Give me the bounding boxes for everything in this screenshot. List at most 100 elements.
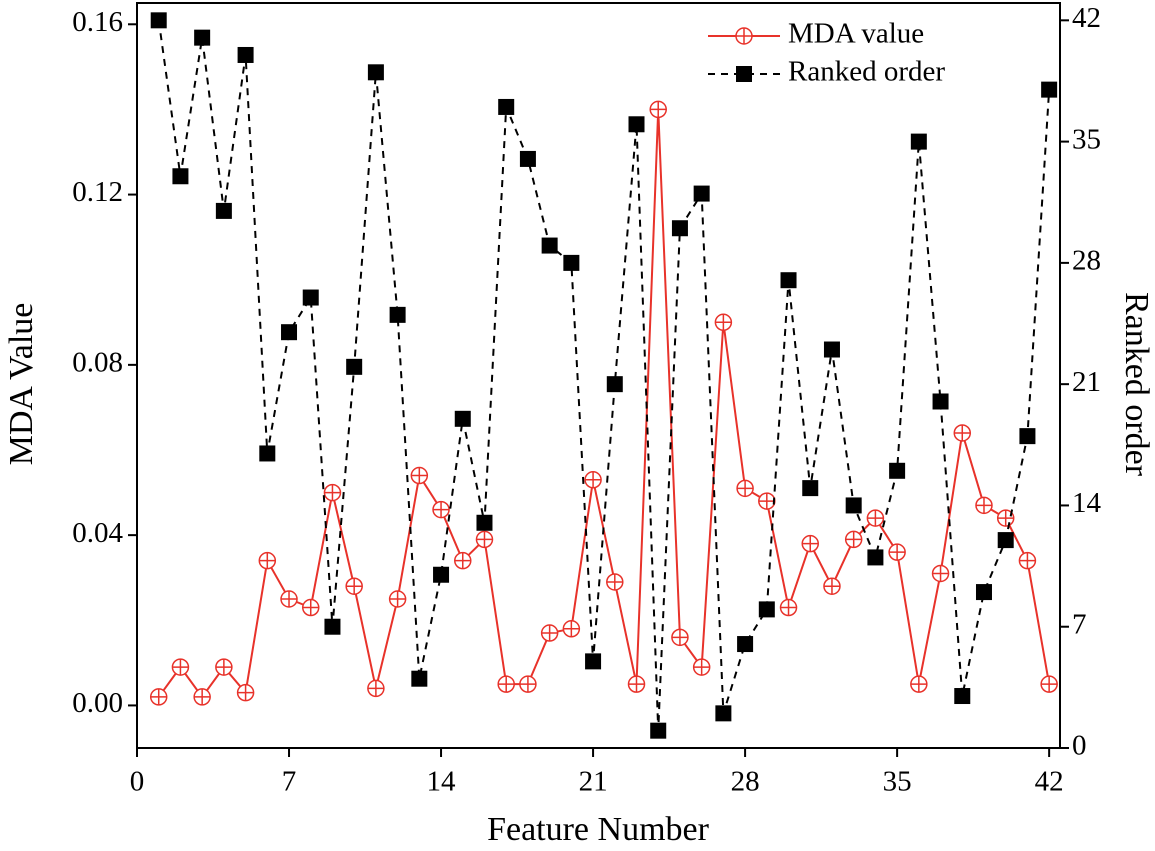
- x-tick-label: 21: [579, 766, 608, 798]
- marker: [910, 675, 928, 693]
- marker: [433, 566, 450, 583]
- marker-cross: [997, 510, 1014, 527]
- marker-cross: [563, 620, 580, 637]
- marker: [562, 620, 581, 638]
- marker: [802, 480, 819, 497]
- x-tick-label: 0: [130, 766, 145, 798]
- marker-cross: [585, 471, 602, 488]
- marker: [194, 29, 211, 46]
- marker: [476, 514, 493, 531]
- marker: [585, 653, 602, 670]
- marker: [866, 509, 885, 527]
- marker-cross: [671, 629, 688, 646]
- y2-tick-label: 42: [1072, 2, 1101, 34]
- marker: [215, 658, 233, 676]
- y2-tick-label: 0: [1072, 730, 1087, 762]
- marker-cross: [302, 599, 319, 616]
- marker-cross: [780, 599, 797, 616]
- marker: [584, 471, 602, 489]
- marker: [736, 66, 752, 82]
- marker-cross: [324, 484, 341, 501]
- marker-cross: [194, 688, 211, 705]
- marker: [1041, 81, 1058, 98]
- marker: [714, 313, 733, 332]
- marker-cross: [975, 497, 992, 514]
- y-tick-label: 0.04: [72, 517, 123, 549]
- marker: [236, 683, 255, 702]
- marker: [649, 100, 667, 119]
- marker: [628, 116, 645, 133]
- y2-tick-label: 7: [1072, 608, 1087, 640]
- marker-cross: [433, 501, 450, 518]
- marker: [281, 324, 298, 341]
- marker: [280, 590, 298, 608]
- marker: [1018, 551, 1037, 570]
- marker: [606, 376, 623, 393]
- marker: [932, 393, 949, 410]
- marker-cross: [650, 101, 667, 118]
- y-tick-label: 0.00: [72, 687, 123, 719]
- y-tick-label: 0.08: [72, 347, 123, 379]
- marker: [823, 577, 841, 595]
- marker-cross: [346, 578, 363, 595]
- marker: [889, 462, 906, 479]
- marker: [346, 358, 363, 375]
- x-tick-label: 35: [883, 766, 912, 798]
- marker: [693, 185, 710, 202]
- marker: [323, 483, 342, 502]
- marker: [150, 12, 167, 29]
- marker-cross: [1019, 552, 1036, 569]
- marker: [563, 254, 580, 271]
- marker: [389, 306, 406, 323]
- marker: [171, 658, 190, 676]
- marker: [367, 679, 385, 698]
- marker: [324, 618, 341, 635]
- marker-cross: [954, 424, 971, 441]
- marker-cross: [823, 578, 840, 595]
- marker: [844, 530, 863, 549]
- series-line: [157, 20, 1051, 731]
- marker: [867, 549, 884, 566]
- marker: [975, 584, 992, 601]
- marker: [193, 688, 211, 706]
- legend-label: Ranked order: [788, 56, 945, 88]
- marker-cross: [150, 688, 167, 705]
- marker: [541, 237, 558, 254]
- marker: [606, 573, 624, 591]
- y2-tick-label: 14: [1072, 487, 1102, 519]
- marker-cross: [519, 676, 536, 693]
- marker: [801, 534, 819, 553]
- y2-tick-label: 35: [1072, 123, 1101, 155]
- y-tick-label: 0.12: [72, 176, 123, 208]
- series-line: [157, 109, 1051, 699]
- marker: [1040, 675, 1058, 693]
- marker: [650, 722, 667, 739]
- marker: [996, 509, 1015, 527]
- marker-cross: [802, 535, 819, 552]
- marker-cross: [389, 591, 406, 607]
- marker-cross: [367, 680, 384, 697]
- marker: [519, 675, 537, 693]
- marker-cross: [498, 676, 515, 693]
- marker: [1019, 428, 1036, 445]
- marker: [411, 670, 428, 687]
- marker-cross: [237, 684, 254, 701]
- x-axis-label: Feature Number: [487, 811, 710, 848]
- marker: [975, 496, 993, 515]
- marker: [388, 590, 407, 608]
- marker: [237, 46, 254, 63]
- marker-cross: [758, 493, 775, 510]
- marker: [888, 543, 906, 561]
- marker: [997, 532, 1014, 549]
- y-tick-label: 0.16: [72, 6, 123, 38]
- marker: [258, 551, 277, 570]
- marker: [910, 133, 927, 150]
- marker: [627, 675, 646, 693]
- marker: [540, 624, 559, 642]
- marker: [172, 168, 189, 185]
- y2-tick-label: 21: [1072, 366, 1101, 398]
- marker: [259, 445, 276, 462]
- marker-cross: [454, 552, 471, 569]
- plot-frame: [136, 2, 1061, 749]
- marker-cross: [215, 659, 232, 676]
